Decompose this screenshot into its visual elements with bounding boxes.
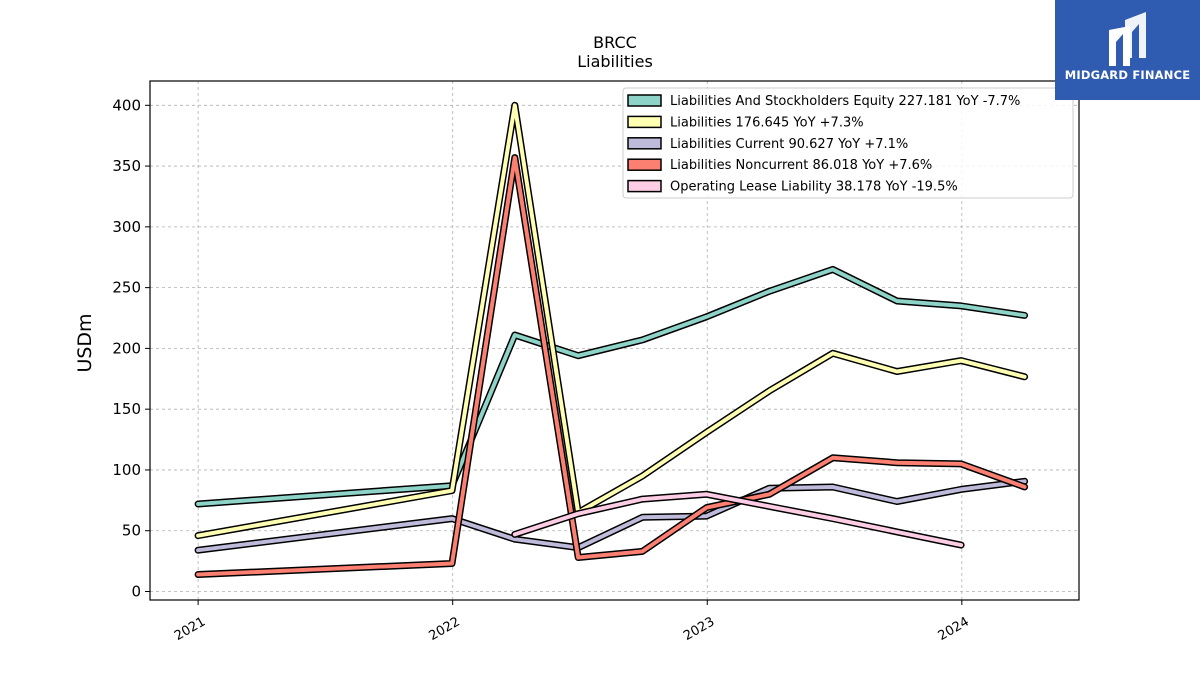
y-tick-label: 250 xyxy=(112,279,141,297)
legend-label: Liabilities 176.645 YoY +7.3% xyxy=(670,115,864,130)
legend-label: Liabilities Noncurrent 86.018 YoY +7.6% xyxy=(670,158,932,173)
legend: Liabilities And Stockholders Equity 227.… xyxy=(622,87,1074,199)
series-2 xyxy=(194,101,1029,540)
series-3 xyxy=(194,477,1029,554)
chart-title: BRCC xyxy=(593,33,637,52)
midgard-logo-icon xyxy=(1109,12,1146,66)
y-tick-label: 50 xyxy=(122,522,141,540)
series-line xyxy=(196,479,1027,553)
legend-swatch xyxy=(627,94,662,107)
y-tick-label: 100 xyxy=(112,461,141,479)
series-line xyxy=(196,267,1027,506)
chart-subtitle: Liabilities xyxy=(577,52,653,71)
legend-label: Liabilities Current 90.627 YoY +7.1% xyxy=(670,137,908,152)
legend-swatch xyxy=(627,158,662,171)
logo-wordmark: MIDGARD FINANCE xyxy=(1064,68,1191,82)
legend-swatch xyxy=(627,115,662,129)
midgard-finance-logo: MIDGARD FINANCE xyxy=(1055,0,1200,100)
x-tick-label: 2021 xyxy=(172,614,208,644)
legend-swatch xyxy=(627,137,662,150)
legend-box xyxy=(622,87,1074,199)
legend-label: Liabilities And Stockholders Equity 227.… xyxy=(670,94,1020,109)
x-tick-label: 2022 xyxy=(427,614,463,644)
x-tick-label: 2023 xyxy=(681,614,717,644)
series-outline xyxy=(194,265,1029,508)
y-tick-label: 0 xyxy=(131,582,141,600)
series-line xyxy=(512,492,964,548)
y-tick-label: 400 xyxy=(112,96,141,114)
y-tick-label: 150 xyxy=(112,400,141,418)
series-1 xyxy=(194,265,1029,508)
x-tick-label: 2024 xyxy=(936,614,972,644)
series-line xyxy=(196,155,1027,577)
y-axis-label: USDm xyxy=(74,313,96,372)
legend-swatch xyxy=(627,179,662,193)
legend-label: Operating Lease Liability 38.178 YoY -19… xyxy=(670,180,958,195)
series-5 xyxy=(511,490,965,549)
y-tick-label: 350 xyxy=(112,157,141,175)
series-line xyxy=(196,103,1027,538)
series-lines xyxy=(194,101,1029,578)
plot-frame xyxy=(149,80,1080,601)
series-4 xyxy=(194,154,1029,578)
y-tick-label: 200 xyxy=(112,339,141,357)
y-tick-label: 300 xyxy=(112,218,141,236)
